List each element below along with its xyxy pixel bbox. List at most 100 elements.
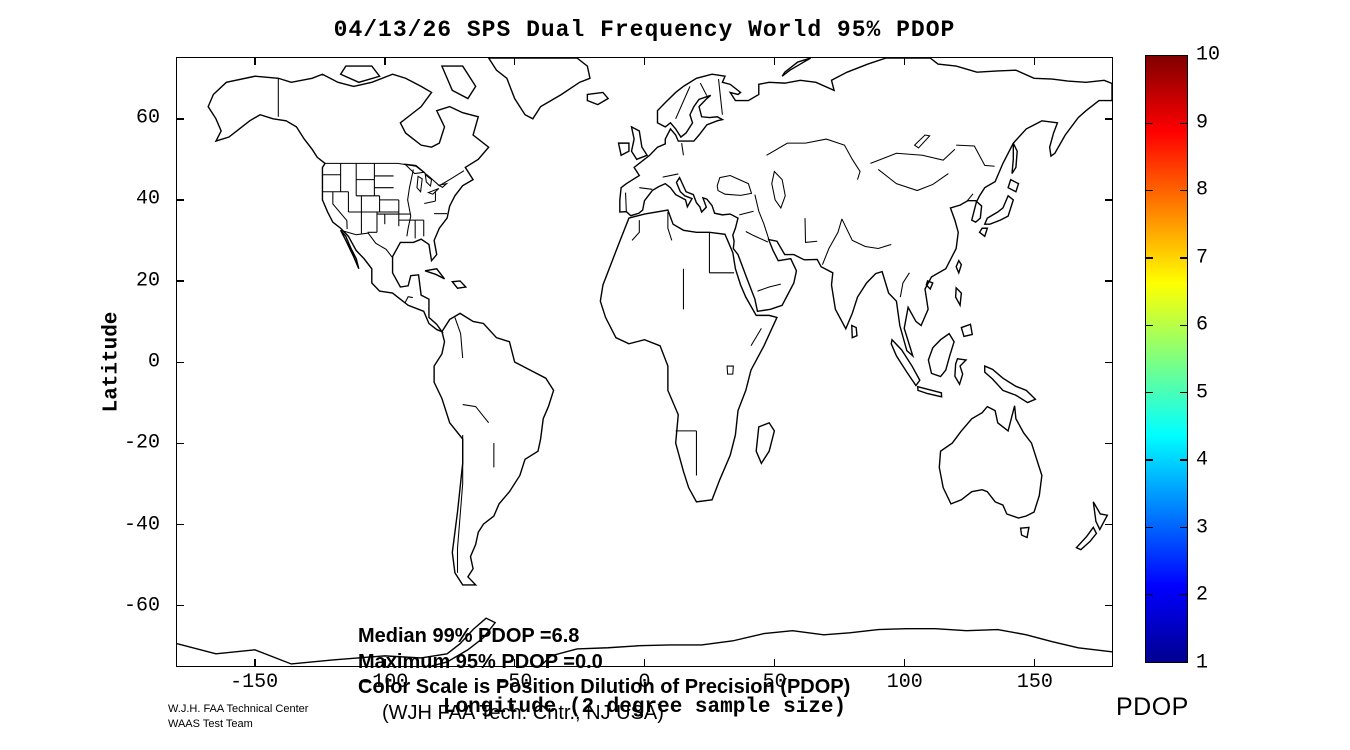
- y-tick-label: 0: [147, 350, 160, 374]
- coast-honshu: [985, 196, 1014, 224]
- y-tick-mark: [177, 523, 184, 525]
- y-tick-label: -40: [123, 513, 160, 537]
- x-tick-mark: [254, 659, 256, 666]
- x-tick-label: 0: [638, 671, 651, 694]
- annotation-credit: (WJH FAA Tech. Cntr., NJ USA): [382, 701, 664, 724]
- footer-line-2: WAAS Test Team: [168, 718, 253, 730]
- colorbar-tick-labels: 1 2 3 4 5 6 7 8 9 10: [1196, 44, 1240, 675]
- coast-sakhalin: [1012, 143, 1017, 173]
- x-tick-label: -50: [496, 671, 533, 694]
- x-axis-label: Longitude (2 degree sample size): [442, 696, 847, 719]
- colorbar-tick-mark: [1180, 392, 1187, 394]
- coast-novaya-zemlya: [782, 58, 811, 76]
- coast-antarctica-west: [177, 618, 495, 666]
- coast-antarctica-east: [541, 629, 1112, 666]
- y-tick-mark: [177, 361, 184, 363]
- annotation-median-pdop: Median 99% PDOP =6.8: [358, 625, 580, 647]
- country-borders: [278, 78, 994, 573]
- coast-sulawesi: [955, 359, 966, 385]
- us-state-borders: [322, 163, 447, 238]
- colorbar-tick-mark: [1146, 324, 1153, 327]
- coast-tasmania: [1021, 527, 1029, 537]
- colorbar-tick-mark: [1146, 122, 1153, 125]
- colorbar-tick-mark: [1146, 459, 1153, 461]
- coast-baffin-island: [442, 66, 476, 98]
- plot-area: Median 99% PDOP =6.8 Maximum 95% PDOP =0…: [176, 57, 1113, 724]
- coast-ireland: [619, 143, 629, 155]
- annotation-color-scale: Color Scale is Position Dilution of Prec…: [358, 676, 851, 698]
- x-tick-mark: [514, 659, 516, 666]
- stats-annotations: Median 99% PDOP =6.8 Maximum 95% PDOP =0…: [358, 624, 850, 726]
- colorbar-tick-mark: [1180, 122, 1187, 125]
- colorbar-tick-mark: [1180, 594, 1187, 596]
- lake-victoria: [727, 366, 733, 374]
- x-tick-labels: -150 -100 -50 0 50 100 150: [176, 671, 1113, 695]
- x-tick-mark: [514, 58, 516, 65]
- black-sea: [717, 176, 751, 196]
- coast-borneo: [928, 334, 954, 377]
- coast-madagascar: [756, 423, 774, 464]
- footer-line-1: W.J.H. FAA Technical Center: [168, 703, 309, 715]
- coast-greenland: [489, 58, 590, 119]
- y-tick-mark: [177, 604, 184, 606]
- y-tick-mark: [1105, 361, 1112, 363]
- y-tick-mark: [1105, 280, 1112, 282]
- coast-new-zealand-north: [1093, 502, 1107, 530]
- annotation-maximum-pdop: Maximum 95% PDOP =0.0: [358, 650, 603, 673]
- y-tick-label: 60: [135, 106, 160, 130]
- coast-java: [918, 387, 942, 397]
- y-tick-mark: [177, 118, 184, 120]
- coast-australia: [939, 406, 1042, 518]
- y-tick-mark: [177, 199, 184, 201]
- colorbar-tick-label: 5: [1196, 381, 1209, 405]
- y-tick-mark: [1105, 199, 1112, 201]
- colorbar: [1145, 55, 1188, 663]
- colorbar-tick-label: 4: [1196, 448, 1209, 472]
- x-tick-label: -150: [230, 671, 279, 694]
- x-tick-mark: [903, 58, 906, 65]
- x-tick-label: 150: [1016, 671, 1053, 694]
- y-tick-labels: 60 40 20 0 -20 -40 -60: [0, 57, 168, 667]
- colorbar-tick-label: 8: [1196, 178, 1209, 202]
- coast-sumatra: [891, 340, 920, 386]
- y-axis-label: Latitude: [100, 311, 124, 413]
- coast-luzon: [956, 288, 962, 305]
- y-tick-mark: [1105, 604, 1112, 606]
- x-tick-mark: [1033, 659, 1035, 666]
- colorbar-tick-label: 3: [1196, 516, 1209, 540]
- coast-victoria-island: [341, 66, 380, 82]
- y-tick-label: -20: [123, 431, 160, 455]
- colorbar-tick-label: 1: [1196, 651, 1209, 675]
- plot-title: 04/13/26 SPS Dual Frequency World 95% PD…: [333, 17, 956, 43]
- coast-hokkaido: [1008, 180, 1018, 192]
- colorbar-tick-label: 2: [1196, 583, 1209, 607]
- x-tick-mark: [644, 58, 646, 65]
- colorbar-tick-mark: [1146, 190, 1153, 192]
- coast-taiwan: [956, 261, 961, 273]
- coast-hainan: [926, 281, 932, 289]
- x-tick-mark: [384, 659, 386, 666]
- y-tick-mark: [177, 280, 184, 282]
- footer-credit: W.J.H. FAA Technical Center WAAS Test Te…: [168, 702, 308, 732]
- colorbar-tick-mark: [1180, 459, 1187, 461]
- colorbar-tick-label: 10: [1196, 43, 1221, 67]
- colorbar-tick-mark: [1146, 526, 1153, 529]
- lake-michigan: [417, 176, 422, 191]
- coast-sri-lanka: [852, 326, 857, 338]
- x-tick-mark: [254, 58, 256, 65]
- coast-south-america: [434, 313, 553, 585]
- coast-new-guinea: [985, 366, 1036, 402]
- y-tick-mark: [1105, 523, 1112, 525]
- x-tick-mark: [773, 58, 776, 65]
- y-tick-label: 20: [135, 269, 160, 293]
- lake-huron: [425, 175, 431, 186]
- x-tick-label: -100: [360, 671, 409, 694]
- x-tick-mark: [903, 659, 906, 666]
- colorbar-label: PDOP: [1116, 693, 1189, 721]
- coast-baja: [341, 230, 359, 269]
- coast-new-zealand-south: [1076, 527, 1096, 549]
- y-tick-label: 40: [135, 187, 160, 211]
- x-tick-label: 100: [886, 671, 923, 694]
- colorbar-tick-mark: [1146, 257, 1153, 259]
- x-tick-mark: [644, 659, 646, 666]
